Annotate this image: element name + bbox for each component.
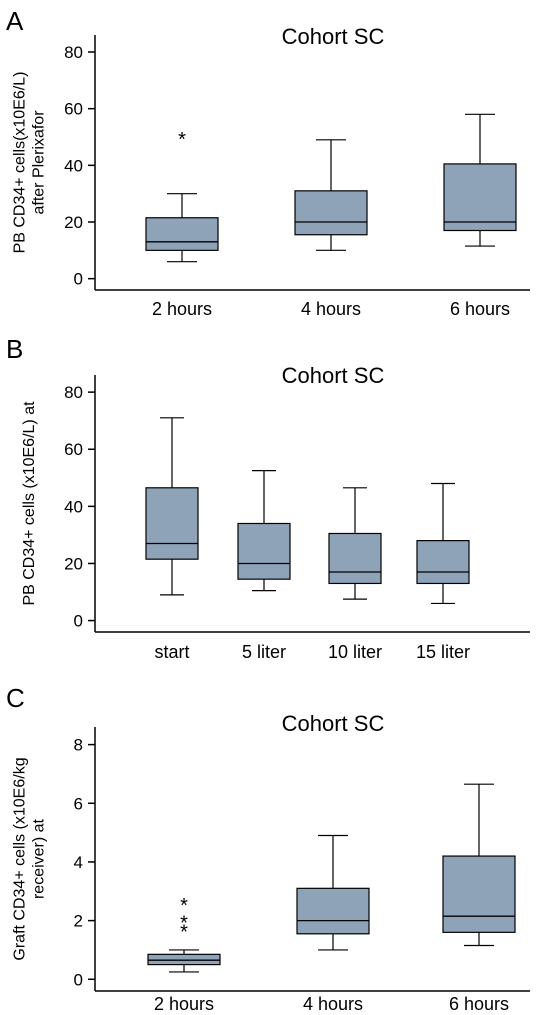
box-1: * (145, 129, 219, 263)
y-axis-label: PB CD34+ cells (x10E6/L) at (21, 401, 38, 606)
iqr-box (442, 855, 516, 933)
y-tick-label: 2 (74, 912, 83, 931)
y-tick-label: 80 (64, 43, 83, 62)
outlier-marker: * (180, 913, 188, 935)
x-tick-label: 5 liter (242, 642, 286, 662)
box-2 (294, 139, 368, 251)
y-axis-label: Graft CD34+ cells (x10E6/kg (12, 757, 29, 960)
box-3 (443, 113, 517, 247)
y-axis-label: receiver) at (31, 818, 48, 899)
x-tick-label: 10 liter (328, 642, 382, 662)
x-tick-label: 6 hours (449, 994, 509, 1014)
box-3 (442, 783, 516, 947)
panel-letter: A (6, 6, 24, 36)
outlier-marker: * (180, 895, 188, 917)
y-tick-label: 60 (64, 100, 83, 119)
box-4 (416, 482, 470, 605)
box-3 (328, 487, 382, 600)
box-1 (145, 417, 199, 596)
y-tick-label: 40 (64, 497, 83, 516)
box-1: *** (147, 895, 221, 973)
y-tick-label: 0 (74, 612, 83, 631)
box-2 (296, 834, 370, 951)
y-tick-label: 4 (74, 853, 83, 872)
panel-c: C Cohort SC 0 2 4 6 8 Graft CD34+ cells (x10E6/… (6, 683, 530, 1014)
iqr-box (147, 953, 221, 966)
outlier-marker: * (178, 129, 186, 151)
x-tick-label: 4 hours (301, 299, 361, 319)
iqr-box (443, 163, 517, 232)
panel-letter: B (6, 334, 23, 364)
chart-title: Cohort SC (282, 363, 385, 388)
chart-title: Cohort SC (282, 24, 385, 49)
iqr-box (328, 532, 382, 585)
y-tick-label: 0 (74, 970, 83, 989)
y-tick-label: 80 (64, 383, 83, 402)
y-tick-label: 40 (64, 156, 83, 175)
y-axis-label: PB CD34+ cells(x10E6/L) (12, 72, 29, 254)
x-tick-label: 2 hours (154, 994, 214, 1014)
iqr-box (416, 540, 470, 585)
iqr-box (145, 487, 199, 560)
x-tick-label: 15 liter (416, 642, 470, 662)
x-tick-label: 6 hours (450, 299, 510, 319)
iqr-box (294, 190, 368, 236)
x-tick-label: start (154, 642, 189, 662)
y-tick-label: 6 (74, 794, 83, 813)
iqr-box (145, 217, 219, 251)
y-tick-label: 8 (74, 736, 83, 755)
panel-letter: C (6, 683, 25, 713)
y-tick-label: 60 (64, 440, 83, 459)
box-2 (237, 470, 291, 592)
chart-title: Cohort SC (282, 711, 385, 736)
y-axis-label: after Plerixafor (31, 110, 48, 215)
panel-b: B Cohort SC 0 20 40 60 80 PB CD34+ cells (x10E6… (6, 334, 530, 662)
y-tick-label: 0 (74, 270, 83, 289)
panel-a: A Cohort SC 0 20 40 60 80 PB CD34+ cells(x10E6/… (6, 6, 530, 319)
x-tick-label: 4 hours (303, 994, 363, 1014)
y-tick-label: 20 (64, 213, 83, 232)
y-tick-label: 20 (64, 554, 83, 573)
x-tick-label: 2 hours (152, 299, 212, 319)
iqr-box (237, 522, 291, 580)
iqr-box (296, 887, 370, 935)
outlier-marker: * (180, 921, 188, 943)
